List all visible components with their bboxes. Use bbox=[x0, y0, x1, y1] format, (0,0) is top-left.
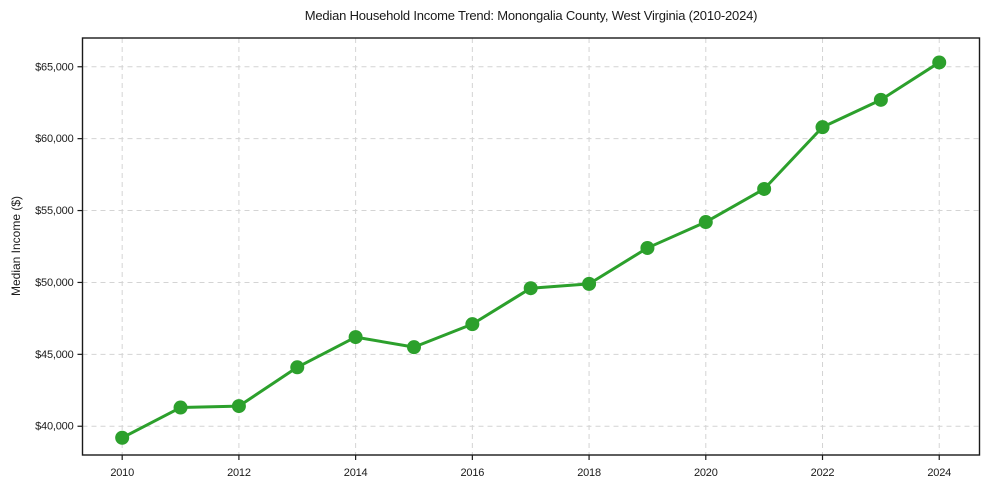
x-tick-label: 2020 bbox=[694, 467, 718, 479]
data-point-2013 bbox=[290, 360, 305, 375]
data-point-2010 bbox=[115, 430, 130, 445]
data-point-2024 bbox=[932, 55, 947, 70]
y-tick-label: $60,000 bbox=[35, 133, 73, 145]
x-tick-label: 2024 bbox=[927, 467, 951, 479]
trend-line bbox=[120, 60, 941, 440]
x-tick-label: 2010 bbox=[110, 467, 134, 479]
x-tick-label: 2022 bbox=[811, 467, 835, 479]
data-point-2012 bbox=[231, 399, 246, 414]
x-tick-label: 2018 bbox=[577, 467, 601, 479]
data-point-2020 bbox=[698, 215, 713, 230]
y-tick-label: $65,000 bbox=[35, 61, 73, 73]
chart-title: Median Household Income Trend: Monongali… bbox=[304, 8, 758, 23]
y-tick-label: $55,000 bbox=[35, 205, 73, 217]
data-point-2016 bbox=[465, 317, 480, 332]
data-point-2015 bbox=[406, 340, 421, 355]
data-point-2014 bbox=[348, 330, 363, 345]
data-point-2023 bbox=[873, 92, 888, 107]
x-tick-label: 2016 bbox=[461, 467, 485, 479]
x-tick-label: 2012 bbox=[227, 467, 251, 479]
y-tick-label: $40,000 bbox=[35, 421, 73, 433]
data-point-2011 bbox=[173, 400, 188, 415]
y-tick-label: $45,000 bbox=[35, 349, 73, 361]
data-point-2022 bbox=[815, 120, 830, 135]
data-point-2017 bbox=[523, 281, 538, 296]
data-point-2021 bbox=[757, 181, 772, 196]
x-tick-label: 2014 bbox=[344, 467, 368, 479]
data-point-2019 bbox=[640, 240, 655, 255]
data-point-2018 bbox=[582, 276, 597, 291]
y-tick-label: $50,000 bbox=[35, 277, 73, 289]
plot-frame bbox=[81, 37, 981, 456]
